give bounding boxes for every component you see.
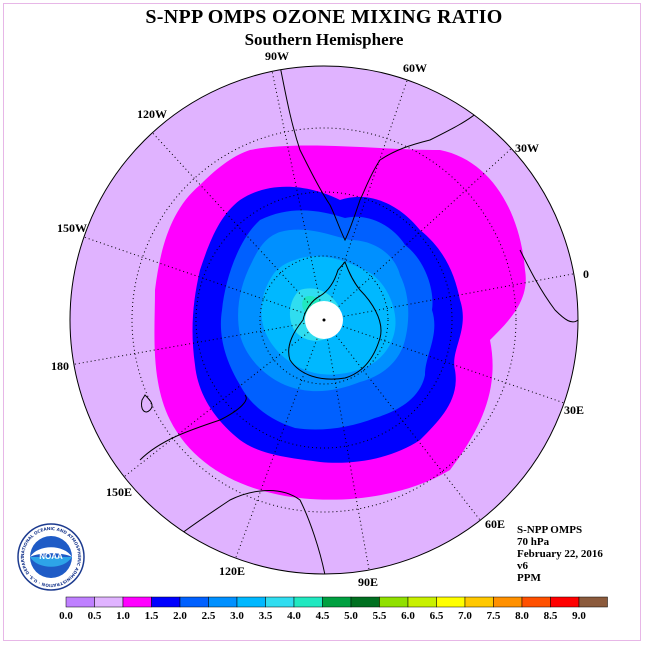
colorbar-tick-label: 3.0	[230, 610, 244, 622]
colorbar-swatch	[350, 596, 380, 608]
info-level: 70 hPa	[517, 536, 550, 548]
colorbar-tick-label: 9.0	[572, 610, 586, 622]
graticule	[70, 66, 578, 574]
info-date: February 22, 2016	[517, 548, 603, 560]
colorbar-tick-label: 2.0	[173, 610, 187, 622]
lon-label-30w: 30W	[515, 141, 539, 155]
lon-label-30e: 30E	[564, 403, 584, 417]
colorbar-tick-label: 1.5	[145, 610, 159, 622]
colorbar-swatch	[265, 596, 295, 608]
chart-title: S-NPP OMPS OZONE MIXING RATIO	[145, 6, 503, 28]
colorbar-tick-label: 8.0	[515, 610, 529, 622]
colorbar-tick-label: 5.5	[373, 610, 387, 622]
lon-label-60w: 60W	[403, 61, 427, 75]
info-version: v6	[517, 560, 528, 572]
colorbar-swatch	[293, 596, 323, 608]
info-instrument: S-NPP OMPS	[517, 524, 583, 536]
coastlines	[139, 66, 578, 574]
south-america-coast	[279, 66, 481, 242]
colorbar-swatch	[322, 596, 352, 608]
south-pole-marker	[322, 318, 326, 322]
colorbar-tick-label: 6.0	[401, 610, 415, 622]
antarctica-coast	[288, 261, 382, 380]
lon-label-150w: 150W	[57, 221, 87, 235]
lon-label-0: 0	[583, 267, 589, 281]
colorbar-swatch	[407, 596, 437, 608]
colorbar-swatch	[94, 596, 124, 608]
colorbar-tick-label: 7.0	[458, 610, 472, 622]
lon-label-150e: 150E	[106, 485, 132, 499]
colorbar-swatch	[65, 596, 95, 608]
colorbar-tick-label: 8.5	[544, 610, 558, 622]
colorbar-swatch	[151, 596, 181, 608]
info-units: PPM	[517, 572, 541, 584]
noaa-logo: NATIONAL OCEANIC AND ATMOSPHERIC ADMINIS…	[16, 522, 85, 591]
colorbar-tick-label: 4.0	[287, 610, 301, 622]
colorbar-tick-label: 2.5	[202, 610, 216, 622]
colorbar-swatch	[236, 596, 266, 608]
new-zealand-coast	[141, 394, 153, 413]
colorbar-tick-label: 7.5	[487, 610, 501, 622]
lon-label-120w: 120W	[137, 107, 167, 121]
colorbar-swatch	[578, 596, 608, 608]
colorbar-tick-label: 1.0	[116, 610, 130, 622]
chart-subtitle: Southern Hemisphere	[244, 30, 404, 49]
colorbar-swatch	[122, 596, 152, 608]
colorbar-tick-label: 0.5	[88, 610, 102, 622]
colorbar-tick-label: 0.0	[59, 610, 73, 622]
colorbar-tick-label: 4.5	[316, 610, 330, 622]
colorbar-swatch	[208, 596, 238, 608]
info-block: S-NPP OMPS 70 hPa February 22, 2016 v6 P…	[517, 524, 603, 584]
colorbar-swatch	[464, 596, 494, 608]
colorbar-swatch	[550, 596, 580, 608]
colorbar-swatch	[379, 596, 409, 608]
africa-coast	[519, 249, 578, 323]
lon-label-180: 180	[51, 359, 69, 373]
polar-map: 90W 60W 30W 0 30E 60E 90E 120E 150E 180 …	[51, 49, 589, 589]
lon-label-60e: 60E	[485, 517, 505, 531]
logo-text: NOAA	[39, 552, 63, 561]
colorbar-swatch	[493, 596, 523, 608]
colorbar-tick-label: 5.0	[344, 610, 358, 622]
colorbar-swatch	[436, 596, 466, 608]
lon-label-90w: 90W	[265, 49, 289, 63]
lon-label-90e: 90E	[358, 575, 378, 589]
colorbar-tick-label: 6.5	[430, 610, 444, 622]
colorbar-swatch	[521, 596, 551, 608]
lon-label-120e: 120E	[219, 564, 245, 578]
colorbar-tick-label: 3.5	[259, 610, 273, 622]
colorbar-swatch	[179, 596, 209, 608]
